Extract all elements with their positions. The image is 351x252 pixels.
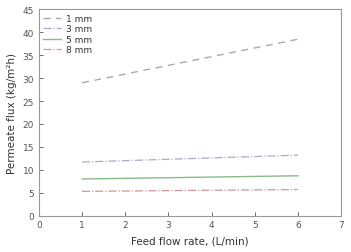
Y-axis label: Permeate flux (kg/m²h): Permeate flux (kg/m²h)	[7, 53, 17, 173]
8 mm	[208, 189, 213, 192]
1 mm	[296, 39, 300, 42]
3 mm	[262, 155, 266, 158]
Line: 8 mm: 8 mm	[82, 190, 298, 192]
5 mm	[296, 175, 300, 178]
3 mm	[296, 154, 300, 157]
3 mm	[80, 161, 84, 164]
3 mm	[208, 157, 213, 160]
X-axis label: Feed flow rate, (L/min): Feed flow rate, (L/min)	[131, 235, 249, 245]
5 mm	[81, 178, 85, 181]
8 mm	[208, 189, 212, 192]
Legend: 1 mm, 3 mm, 5 mm, 8 mm: 1 mm, 3 mm, 5 mm, 8 mm	[41, 13, 94, 57]
Line: 5 mm: 5 mm	[82, 176, 298, 179]
3 mm	[276, 155, 280, 158]
5 mm	[208, 176, 213, 179]
5 mm	[212, 176, 216, 179]
8 mm	[80, 190, 84, 193]
3 mm	[81, 161, 85, 164]
5 mm	[208, 176, 212, 179]
1 mm	[276, 43, 280, 46]
Line: 1 mm: 1 mm	[82, 40, 298, 83]
5 mm	[262, 175, 266, 178]
1 mm	[212, 55, 216, 58]
3 mm	[212, 157, 216, 160]
8 mm	[262, 188, 266, 192]
Line: 3 mm: 3 mm	[82, 155, 298, 162]
1 mm	[262, 45, 266, 48]
1 mm	[81, 82, 85, 85]
1 mm	[208, 56, 213, 59]
8 mm	[296, 188, 300, 191]
5 mm	[80, 178, 84, 181]
1 mm	[208, 56, 212, 59]
8 mm	[276, 188, 280, 192]
8 mm	[212, 189, 216, 192]
5 mm	[276, 175, 280, 178]
1 mm	[80, 82, 84, 85]
3 mm	[208, 157, 212, 160]
8 mm	[81, 190, 85, 193]
